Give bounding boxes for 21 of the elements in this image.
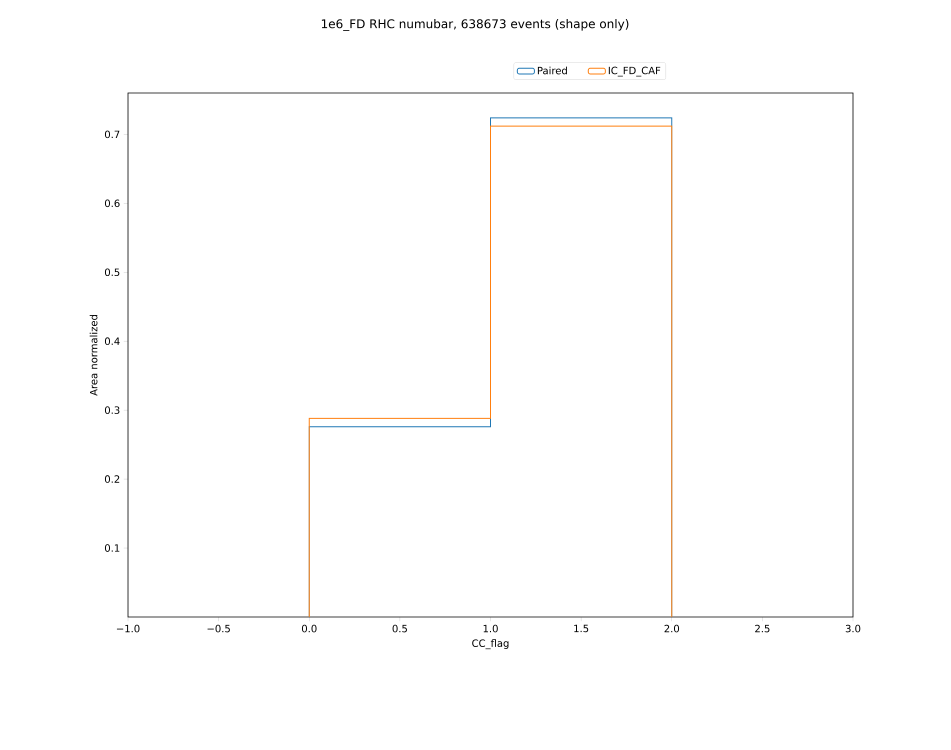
x-tick-label: 2.0: [664, 624, 680, 632]
y-tick-label: 0.2: [104, 475, 120, 483]
y-tick-label: 0.3: [104, 406, 120, 414]
x-axis-title: CC_flag: [472, 639, 508, 650]
y-tick-label: 0.4: [104, 337, 120, 345]
legend-label: IC_FD_CAF: [608, 66, 660, 76]
chart-title: 1e6_FD RHC numubar, 638673 events (shape only): [322, 19, 628, 31]
x-tick-label: 2.5: [755, 624, 770, 632]
x-tick-label: 0.5: [392, 624, 407, 632]
y-tick-label: 0.7: [104, 130, 120, 138]
legend-label: Paired: [538, 66, 567, 74]
x-tick-label: −0.5: [208, 624, 230, 632]
x-tick-label: 1.0: [484, 624, 498, 632]
x-tick-label: 0.0: [302, 624, 317, 632]
x-tick-label: 3.0: [846, 624, 860, 632]
y-tick-label: 0.5: [104, 268, 120, 276]
y-tick-label: 0.1: [104, 544, 120, 552]
y-axis-title: Area normalized: [90, 315, 98, 396]
x-tick-label: −1.0: [116, 624, 140, 632]
x-tick-label: 1.5: [574, 624, 588, 632]
y-tick-label: 0.6: [104, 200, 120, 208]
